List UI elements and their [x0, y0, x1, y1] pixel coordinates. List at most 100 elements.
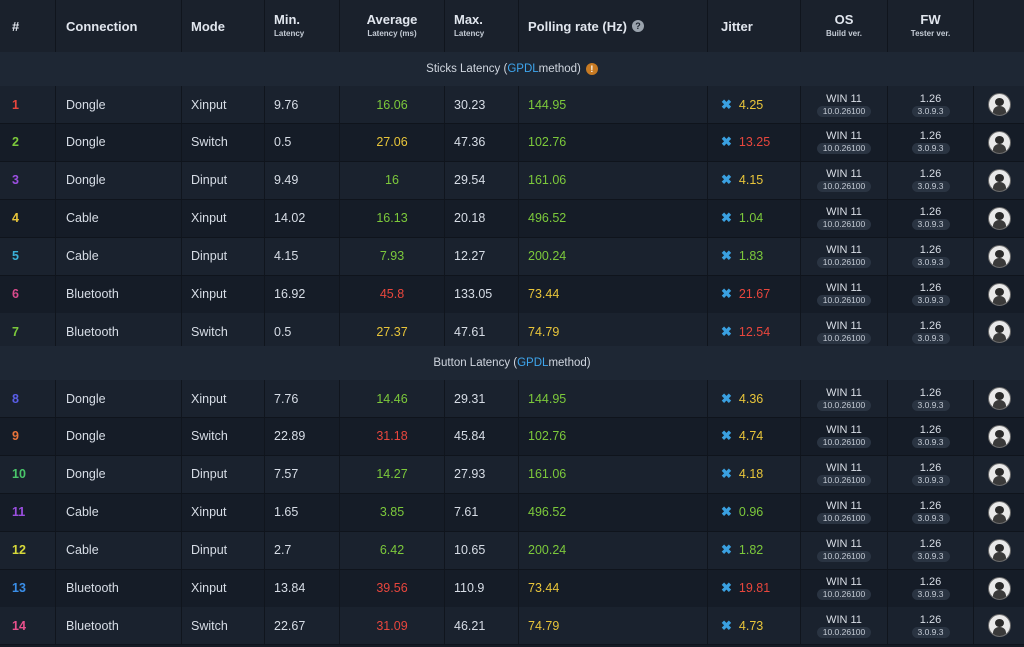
os-build-badge: 10.0.26100	[816, 295, 872, 306]
user-avatar-icon[interactable]	[987, 500, 1011, 524]
avatar-head-shape	[994, 287, 1004, 296]
user-avatar-icon[interactable]	[987, 387, 1011, 410]
user-avatar-icon[interactable]	[987, 168, 1011, 192]
table-row[interactable]: 3 Dongle Dinput 9.49 16 29.54 161.06 ✖ 4.15 WIN 1…	[0, 161, 1024, 200]
min-latency-value: 14.02	[274, 211, 306, 226]
max-latency-cell: 47.61	[445, 313, 519, 351]
avatar-head-shape	[994, 325, 1004, 334]
avatar-cell[interactable]	[974, 162, 1024, 199]
avatar-cell[interactable]	[974, 380, 1024, 417]
table-row[interactable]: 12 Cable Dinput 2.7 6.42 10.65 200.24 ✖ 1.82 WIN …	[0, 531, 1024, 570]
max-latency-value: 12.27	[454, 249, 486, 264]
section-label-suffix: method)	[538, 63, 581, 75]
info-icon[interactable]: !	[585, 63, 598, 75]
header-mode[interactable]: Mode	[182, 0, 265, 52]
fw-version: 1.26	[919, 386, 942, 399]
avatar-body-shape	[992, 106, 1006, 115]
avatar-cell[interactable]	[974, 276, 1024, 313]
jitter-value: 4.25	[738, 97, 764, 112]
user-avatar-icon[interactable]	[987, 462, 1011, 486]
avatar-cell[interactable]	[974, 238, 1024, 275]
header-jitter-label: Jitter	[721, 18, 753, 34]
polling-rate-cell: 161.06	[519, 455, 708, 493]
avatar-cell[interactable]	[974, 570, 1024, 607]
table-row[interactable]: 1 Dongle Xinput 9.76 16.06 30.23 144.95 ✖ 4.25 WI…	[0, 86, 1024, 124]
mode-value: Switch	[191, 618, 228, 633]
max-latency-value: 20.18	[454, 211, 486, 226]
user-avatar-icon[interactable]	[987, 614, 1011, 638]
fw-cell: 1.26 3.0.9.3	[888, 86, 974, 123]
header-connection[interactable]: Connection	[56, 0, 182, 52]
avg-latency-cell: 27.06	[340, 123, 445, 161]
os-name: WIN 11	[826, 424, 862, 437]
avatar-cell[interactable]	[974, 456, 1024, 493]
os-name: WIN 11	[826, 244, 862, 257]
jitter-value: 1.83	[738, 249, 764, 264]
row-number: 10	[0, 455, 56, 493]
min-latency-cell: 13.84	[265, 569, 340, 607]
avatar-cell[interactable]	[974, 86, 1024, 123]
row-number: 7	[0, 313, 56, 351]
os-cell: WIN 11 10.0.26100	[801, 123, 888, 161]
user-avatar-icon[interactable]	[987, 130, 1011, 154]
table-row[interactable]: 4 Cable Xinput 14.02 16.13 20.18 496.52 ✖ 1.04 WI…	[0, 199, 1024, 238]
avg-latency-value: 45.8	[379, 287, 405, 301]
max-latency-value: 30.23	[454, 97, 486, 112]
tester-version-badge: 3.0.9.3	[911, 475, 950, 487]
avatar-cell[interactable]	[974, 200, 1024, 237]
avatar-cell[interactable]	[974, 313, 1024, 350]
avatar-cell[interactable]	[974, 418, 1024, 455]
user-avatar-icon[interactable]	[987, 424, 1011, 448]
user-avatar-icon[interactable]	[987, 282, 1011, 306]
table-row[interactable]: 9 Dongle Switch 22.89 31.18 45.84 102.76 ✖ 4.74 W…	[0, 417, 1024, 456]
jitter-cell: ✖ 12.54	[708, 313, 801, 351]
avatar-body-shape	[992, 513, 1006, 523]
user-avatar-icon[interactable]	[987, 320, 1011, 344]
mode-value: Dinput	[191, 173, 228, 188]
os-name: WIN 11	[826, 613, 862, 626]
header-max-latency[interactable]: Max. Latency	[445, 0, 519, 52]
help-icon[interactable]: ?	[631, 20, 644, 32]
user-avatar-icon[interactable]	[987, 206, 1011, 230]
row-number-label: 3	[12, 173, 19, 188]
table-row[interactable]: 10 Dongle Dinput 7.57 14.27 27.93 161.06 ✖ 4.18 W…	[0, 455, 1024, 494]
user-avatar-icon[interactable]	[987, 93, 1011, 116]
row-number-label: 12	[12, 543, 26, 558]
table-row[interactable]: 5 Cable Dinput 4.15 7.93 12.27 200.24 ✖ 1.83 WIN …	[0, 237, 1024, 276]
max-latency-cell: 47.36	[445, 123, 519, 161]
avatar-cell[interactable]	[974, 532, 1024, 569]
table-row[interactable]: 6 Bluetooth Xinput 16.92 45.8 133.05 73.44 ✖ 21.…	[0, 275, 1024, 314]
user-avatar-icon[interactable]	[987, 576, 1011, 600]
user-avatar-icon[interactable]	[987, 244, 1011, 268]
table-row[interactable]: 13 Bluetooth Xinput 13.84 39.56 110.9 73.44 ✖ 19…	[0, 569, 1024, 608]
mode-cell: Switch	[182, 607, 265, 645]
mode-value: Xinput	[191, 505, 227, 520]
min-latency-value: 13.84	[274, 581, 306, 595]
gpdl-link[interactable]: GPDL	[517, 357, 549, 369]
mode-cell: Dinput	[182, 455, 265, 493]
table-row[interactable]: 2 Dongle Switch 0.5 27.06 47.36 102.76 ✖ 13.25 WI…	[0, 123, 1024, 162]
avatar-cell[interactable]	[974, 124, 1024, 161]
row-number: 1	[0, 86, 56, 123]
jitter-cell: ✖ 4.15	[708, 161, 801, 199]
header-jitter[interactable]: Jitter	[708, 0, 801, 52]
min-latency-cell: 9.49	[265, 161, 340, 199]
table-row[interactable]: 8 Dongle Xinput 7.76 14.46 29.31 144.95 ✖ 4.36 WI…	[0, 380, 1024, 418]
gpdl-link[interactable]: GPDL	[507, 63, 539, 75]
connection-cell: Cable	[56, 531, 182, 569]
os-build-badge: 10.0.26100	[816, 257, 872, 269]
table-row[interactable]: 7 Bluetooth Switch 0.5 27.37 47.61 74.79 ✖ 12.54…	[0, 313, 1024, 352]
min-latency-value: 22.67	[274, 618, 306, 633]
header-min-latency[interactable]: Min. Latency	[265, 0, 340, 52]
avatar-cell[interactable]	[974, 494, 1024, 531]
avg-latency-cell: 3.85	[340, 493, 445, 531]
user-avatar-icon[interactable]	[987, 538, 1011, 562]
connection-value: Dongle	[66, 135, 106, 150]
avatar-cell[interactable]	[974, 607, 1024, 644]
os-build-badge: 10.0.26100	[816, 437, 872, 449]
header-polling-rate[interactable]: Polling rate (Hz) ?	[519, 0, 708, 52]
header-avg-latency[interactable]: Average Latency (ms)	[340, 0, 445, 52]
fw-version: 1.26	[919, 576, 942, 588]
table-row[interactable]: 14 Bluetooth Switch 22.67 31.09 46.21 74.79 ✖ 4.…	[0, 607, 1024, 646]
table-row[interactable]: 11 Cable Xinput 1.65 3.85 7.61 496.52 ✖ 0.96 WIN …	[0, 493, 1024, 532]
